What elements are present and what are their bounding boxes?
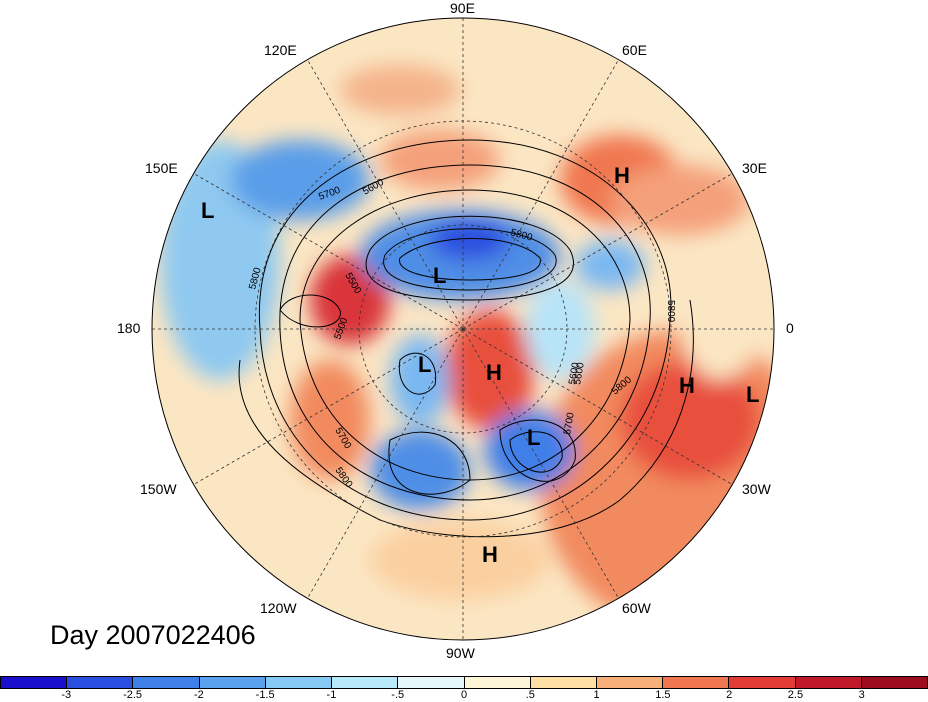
low-center: L bbox=[746, 382, 760, 407]
lon-label-150w: 150W bbox=[140, 481, 177, 497]
colorbar-swatch bbox=[1, 677, 68, 688]
colorbar-swatch bbox=[398, 677, 465, 688]
colorbar-swatch bbox=[795, 677, 862, 688]
colorbar-tick-label: .5 bbox=[525, 689, 535, 701]
colorbar-tick-label: 0 bbox=[460, 689, 468, 701]
colorbar-tick-label: -2.5 bbox=[123, 689, 143, 701]
colorbar-swatch bbox=[332, 677, 399, 688]
colorbar-tick-label: 2.5 bbox=[787, 689, 804, 701]
colorbar-swatch bbox=[530, 677, 597, 688]
lon-label-30w: 30W bbox=[742, 481, 771, 497]
lon-label-60w: 60W bbox=[622, 600, 651, 616]
high-center: H bbox=[679, 373, 695, 398]
low-center: L bbox=[527, 425, 541, 450]
lon-label-120w: 120W bbox=[260, 600, 297, 616]
high-center: H bbox=[614, 163, 630, 188]
polar-stereographic-map: 5500 5500 5600 5600 5700 5700 5700 5800 … bbox=[151, 17, 775, 641]
colorbar-tick-label: -1 bbox=[326, 689, 337, 701]
colorbar-swatch bbox=[133, 677, 200, 688]
high-center: H bbox=[482, 542, 498, 567]
contour-label: 5700 bbox=[562, 411, 577, 435]
contour-label: 5600 bbox=[567, 361, 582, 385]
colorbar-tick-labels: -3 -2.5 -2 -1.5 -1 -.5 0 .5 1 1.5 2 2.5 3 bbox=[0, 689, 928, 702]
lon-label-60e: 60E bbox=[622, 42, 647, 58]
graticule bbox=[152, 18, 774, 640]
colorbar-swatch bbox=[729, 677, 796, 688]
colorbar bbox=[0, 676, 928, 689]
date-title: Day 2007022406 bbox=[50, 620, 256, 650]
map-boundary bbox=[151, 17, 775, 641]
lon-label-0: 0 bbox=[786, 320, 794, 336]
height-contours bbox=[238, 139, 694, 538]
low-center: L bbox=[433, 263, 447, 288]
colorbar-tick-label: 3 bbox=[858, 689, 865, 701]
colorbar-tick-label: 2 bbox=[726, 689, 733, 701]
colorbar-tick-label: -1.5 bbox=[255, 689, 275, 701]
colorbar-tick-label: -.5 bbox=[391, 689, 405, 701]
colorbar-swatch bbox=[199, 677, 266, 688]
contour-label: 5800 bbox=[665, 300, 676, 323]
colorbar-tick-label: -2 bbox=[193, 689, 204, 701]
low-center: L bbox=[418, 352, 432, 377]
lon-label-150e: 150E bbox=[145, 160, 178, 176]
lon-label-90w: 90W bbox=[446, 645, 475, 661]
colorbar-swatch bbox=[464, 677, 531, 688]
lon-label-30e: 30E bbox=[742, 160, 767, 176]
contour-label: 5600 bbox=[572, 361, 587, 385]
colorbar-swatch bbox=[67, 677, 134, 688]
colorbar-swatch bbox=[663, 677, 730, 688]
colorbar-tick-label: 1 bbox=[593, 689, 600, 701]
colorbar-swatch bbox=[596, 677, 664, 688]
colorbar-tick-label: 1.5 bbox=[655, 689, 671, 701]
lon-label-90e: 90E bbox=[450, 0, 475, 16]
colorbar-swatch bbox=[861, 677, 928, 688]
lon-label-180: 180 bbox=[117, 320, 141, 336]
colorbar-tick-label: -3 bbox=[61, 689, 72, 701]
colorbar-swatch bbox=[265, 677, 333, 688]
high-center: H bbox=[486, 360, 502, 385]
lon-label-120e: 120E bbox=[264, 42, 297, 58]
low-center: L bbox=[201, 198, 215, 223]
